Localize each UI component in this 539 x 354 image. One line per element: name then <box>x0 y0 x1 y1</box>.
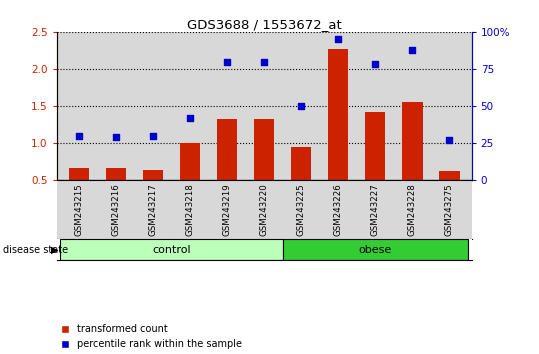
Text: ▶: ▶ <box>51 245 59 255</box>
Text: GSM243216: GSM243216 <box>112 183 120 236</box>
Bar <box>68 167 89 217</box>
Text: GSM243227: GSM243227 <box>371 183 380 236</box>
Bar <box>439 171 460 217</box>
Bar <box>180 143 200 217</box>
Bar <box>143 171 163 217</box>
Point <box>371 62 379 67</box>
Point <box>260 59 268 64</box>
Point <box>334 36 343 42</box>
Text: GSM243217: GSM243217 <box>148 183 157 236</box>
Text: GSM243275: GSM243275 <box>445 183 454 236</box>
Text: disease state: disease state <box>3 245 68 255</box>
Bar <box>291 147 312 217</box>
Bar <box>402 102 423 217</box>
Point <box>445 137 454 143</box>
Text: GSM243225: GSM243225 <box>296 183 306 236</box>
Point <box>223 59 231 64</box>
Bar <box>282 239 468 260</box>
Legend: transformed count, percentile rank within the sample: transformed count, percentile rank withi… <box>61 324 242 349</box>
Bar <box>217 119 237 217</box>
Bar <box>254 119 274 217</box>
Point <box>112 134 120 140</box>
Title: GDS3688 / 1553672_at: GDS3688 / 1553672_at <box>186 18 342 31</box>
Point <box>408 47 417 52</box>
Bar <box>60 239 282 260</box>
Bar <box>365 112 385 217</box>
Bar <box>328 49 348 217</box>
Text: GSM243215: GSM243215 <box>74 183 84 236</box>
Point <box>149 133 157 138</box>
Text: control: control <box>152 245 191 255</box>
Point <box>297 103 306 109</box>
Bar <box>106 167 126 217</box>
Text: GSM243219: GSM243219 <box>223 183 232 236</box>
Point <box>74 133 83 138</box>
Point <box>185 115 195 121</box>
Text: obese: obese <box>358 245 392 255</box>
Text: GSM243228: GSM243228 <box>408 183 417 236</box>
Text: GSM243220: GSM243220 <box>260 183 268 236</box>
Text: GSM243226: GSM243226 <box>334 183 343 236</box>
Text: GSM243218: GSM243218 <box>185 183 195 236</box>
